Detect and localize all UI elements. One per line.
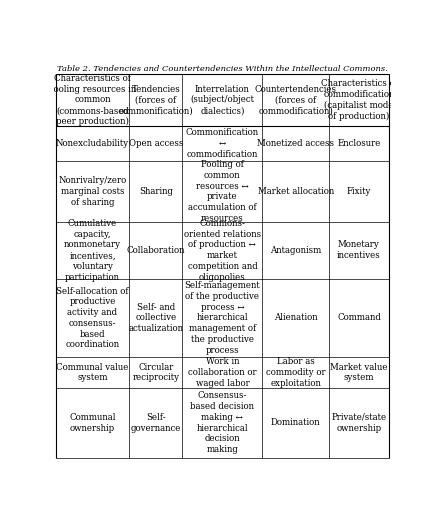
Text: Communal value
system: Communal value system xyxy=(56,363,129,382)
Text: Self- and
collective
actualization: Self- and collective actualization xyxy=(128,303,183,333)
Text: Monetary
incentives: Monetary incentives xyxy=(337,241,381,260)
Text: Nonexcludability: Nonexcludability xyxy=(56,139,129,148)
Text: Circular
reciprocity: Circular reciprocity xyxy=(132,363,179,382)
Text: Sharing: Sharing xyxy=(139,187,173,196)
Text: Pooling of
common
resources ↔
private
accumulation of
resources: Pooling of common resources ↔ private ac… xyxy=(188,160,257,223)
Text: Collaboration: Collaboration xyxy=(127,246,185,255)
Text: Commonification
↔
commodification: Commonification ↔ commodification xyxy=(186,128,259,159)
Text: Monetized access: Monetized access xyxy=(257,139,334,148)
Text: Fixity: Fixity xyxy=(347,187,371,196)
Text: Enclosure: Enclosure xyxy=(337,139,381,148)
Text: Commons-
oriented relations
of production ↔
market
competition and
oligopolies: Commons- oriented relations of productio… xyxy=(184,219,261,282)
Text: Self-
governance: Self- governance xyxy=(131,413,181,433)
Text: Command: Command xyxy=(337,314,381,322)
Text: Work in
collaboration or
waged labor: Work in collaboration or waged labor xyxy=(188,357,257,388)
Text: Private/state
ownership: Private/state ownership xyxy=(332,413,387,433)
Text: Antagonism: Antagonism xyxy=(270,246,321,255)
Text: Table 2. Tendencies and Countertendencies Within the Intellectual Commons.: Table 2. Tendencies and Countertendencie… xyxy=(57,65,388,73)
Text: Communal
ownership: Communal ownership xyxy=(69,413,116,433)
Text: Consensus-
based decision
making ↔
hierarchical
decision
making: Consensus- based decision making ↔ hiera… xyxy=(191,391,254,454)
Text: Alienation: Alienation xyxy=(274,314,318,322)
Text: Self-management
of the productive
process ↔
hierarchical
management of
the produ: Self-management of the productive proces… xyxy=(184,281,260,355)
Text: Interrelation
(subject/object
dialectics): Interrelation (subject/object dialectics… xyxy=(191,84,254,115)
Text: Cumulative
capacity,
nonmonetary
incentives,
voluntary
participation: Cumulative capacity, nonmonetary incenti… xyxy=(64,219,121,282)
Text: Characteristics of
pooling resources in
common
(commons-based
peer production): Characteristics of pooling resources in … xyxy=(49,74,137,126)
Text: Self-allocation of
productive
activity and
consensus-
based
coordination: Self-allocation of productive activity a… xyxy=(56,286,129,349)
Text: Open access: Open access xyxy=(128,139,183,148)
Text: Domination: Domination xyxy=(271,418,320,427)
Text: Countertendencies
(forces of
commodification): Countertendencies (forces of commodifica… xyxy=(255,84,337,115)
Text: Market allocation: Market allocation xyxy=(257,187,334,196)
Text: Market value
system: Market value system xyxy=(330,363,388,382)
Text: Labor as
commodity or
exploitation: Labor as commodity or exploitation xyxy=(266,357,326,388)
Text: Tendencies
(forces of
commonification): Tendencies (forces of commonification) xyxy=(118,84,193,115)
Text: Characteristics of
commodification
(capitalist mode
of production): Characteristics of commodification (capi… xyxy=(321,79,398,121)
Text: Nonrivalry/zero
marginal costs
of sharing: Nonrivalry/zero marginal costs of sharin… xyxy=(59,176,127,207)
